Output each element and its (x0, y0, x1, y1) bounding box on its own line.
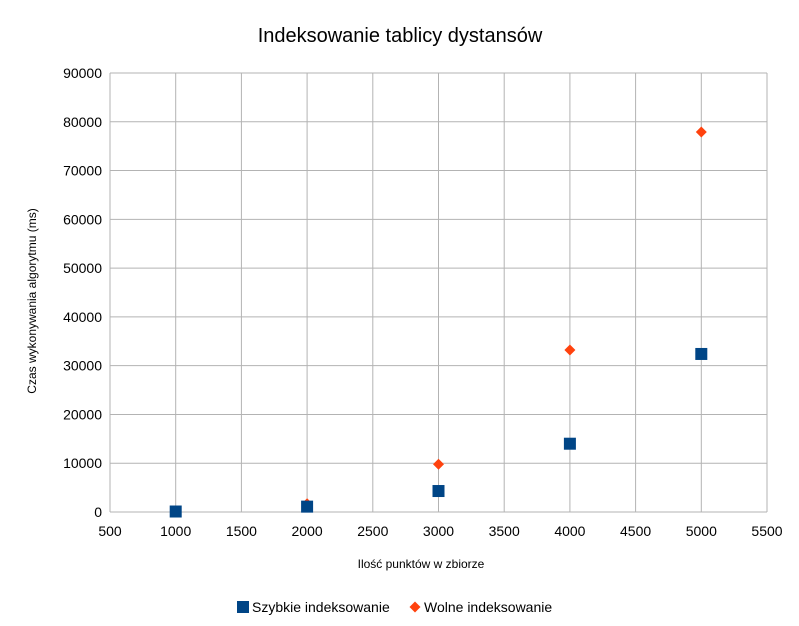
legend: Szybkie indeksowanie Wolne indeksowanie (237, 599, 552, 615)
grid (109, 72, 768, 513)
point-szybkie (695, 347, 708, 360)
point-wolne (433, 458, 444, 470)
x-tick-label: 1500 (226, 523, 257, 539)
legend-marker-wolne (409, 601, 421, 613)
x-tick-label: 2500 (357, 523, 388, 539)
x-axis-title: Ilość punktów w zbiorze (358, 557, 485, 571)
point-wolne (695, 126, 707, 138)
x-tick-label: 3000 (423, 523, 454, 539)
y-tick-label: 70000 (63, 163, 102, 179)
x-tick-label: 1000 (160, 523, 191, 539)
point-wolne (564, 344, 576, 356)
x-axis-ticks: 500 1000 1500 2000 2500 3000 3500 4000 4500 5000 5… (98, 523, 782, 539)
legend-label-wolne: Wolne indeksowanie (424, 599, 552, 615)
point-szybkie (169, 505, 182, 518)
y-tick-label: 90000 (63, 65, 102, 81)
y-tick-label: 10000 (63, 455, 102, 471)
data-points (169, 126, 708, 518)
y-tick-label: 40000 (63, 309, 102, 325)
y-axis-title: Czas wykonywania algorytmu (ms) (25, 208, 39, 393)
x-tick-label: 3500 (489, 523, 520, 539)
y-tick-label: 20000 (63, 406, 102, 422)
x-tick-label: 5000 (686, 523, 717, 539)
point-szybkie (301, 500, 314, 513)
point-szybkie (563, 437, 576, 450)
x-tick-label: 4500 (620, 523, 651, 539)
y-axis-ticks: 0 10000 20000 30000 40000 50000 60000 70000 8000… (63, 65, 102, 520)
point-szybkie (432, 485, 445, 498)
x-tick-label: 500 (98, 523, 122, 539)
y-tick-label: 50000 (63, 260, 102, 276)
y-tick-label: 80000 (63, 114, 102, 130)
y-tick-label: 30000 (63, 358, 102, 374)
x-tick-label: 5500 (751, 523, 782, 539)
y-tick-label: 60000 (63, 211, 102, 227)
x-tick-label: 2000 (292, 523, 323, 539)
legend-marker-szybkie (237, 601, 249, 613)
legend-label-szybkie: Szybkie indeksowanie (252, 599, 390, 615)
x-tick-label: 4000 (554, 523, 585, 539)
y-tick-label: 0 (94, 504, 102, 520)
chart-title: Indeksowanie tablicy dystansów (258, 25, 543, 47)
